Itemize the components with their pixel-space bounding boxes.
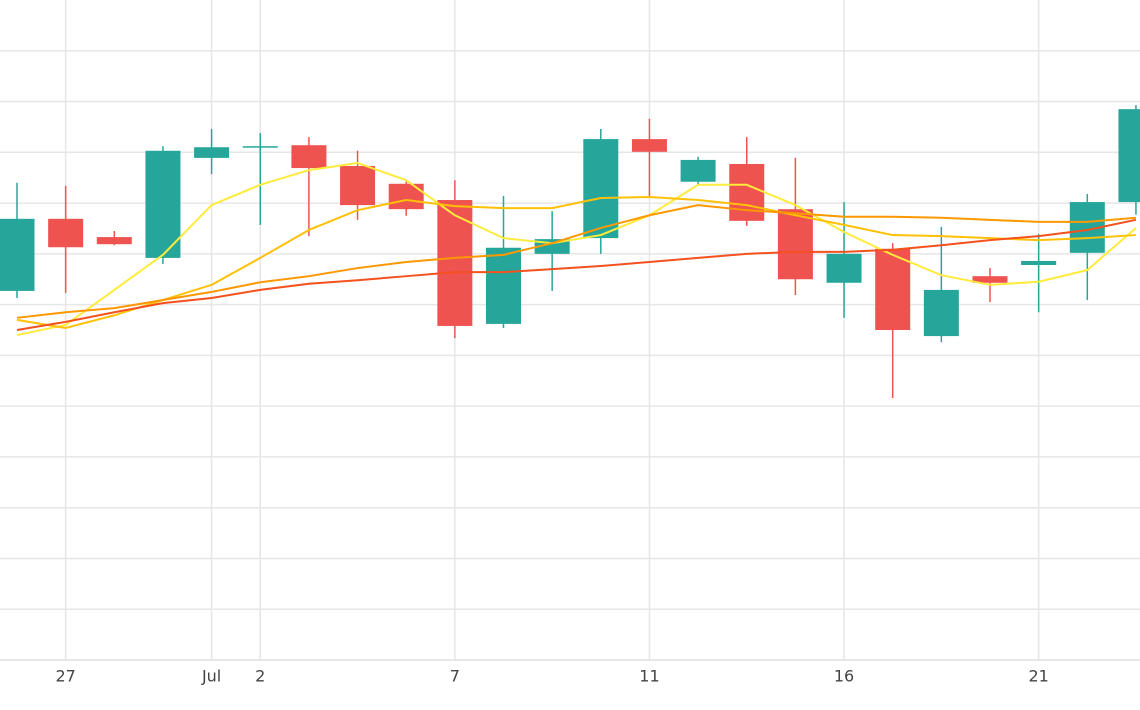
moving-average-line	[16, 204, 1137, 319]
candle-body	[1118, 109, 1140, 203]
candle-body	[972, 276, 1008, 283]
candle-body	[486, 247, 521, 324]
candle-body	[583, 139, 619, 239]
candle-body	[48, 218, 84, 248]
candle-body	[145, 150, 181, 258]
candle-body	[242, 146, 278, 148]
candle-body	[631, 139, 667, 152]
x-tick-label: 7	[450, 667, 460, 686]
plot-area	[0, 105, 1140, 399]
candle-body	[826, 253, 862, 283]
moving-average-line	[16, 161, 1137, 337]
candle-body	[729, 163, 765, 221]
grid	[0, 0, 1140, 660]
candle-body	[96, 237, 132, 245]
candle-body	[923, 289, 959, 337]
x-tick-label: 27	[55, 667, 75, 686]
x-tick-label: 21	[1028, 667, 1048, 686]
x-tick-label: Jul	[201, 667, 221, 686]
moving-average-line	[16, 195, 1137, 329]
candle-body	[291, 145, 327, 169]
candle-body	[194, 147, 230, 158]
x-axis: 27 Jul 2 7 11 16 21	[0, 659, 1140, 686]
candle-body	[875, 248, 911, 330]
candle-body	[1021, 260, 1057, 266]
x-tick-label: 16	[834, 667, 854, 686]
candle-body	[680, 159, 716, 182]
candle-body	[0, 218, 35, 291]
candle-body	[777, 209, 813, 280]
candle-body	[388, 183, 424, 210]
candle-body	[437, 200, 473, 326]
candle-body	[340, 166, 376, 206]
x-tick-label: 11	[639, 667, 659, 686]
x-tick-label: 2	[255, 667, 265, 686]
moving-average-line	[16, 218, 1137, 331]
